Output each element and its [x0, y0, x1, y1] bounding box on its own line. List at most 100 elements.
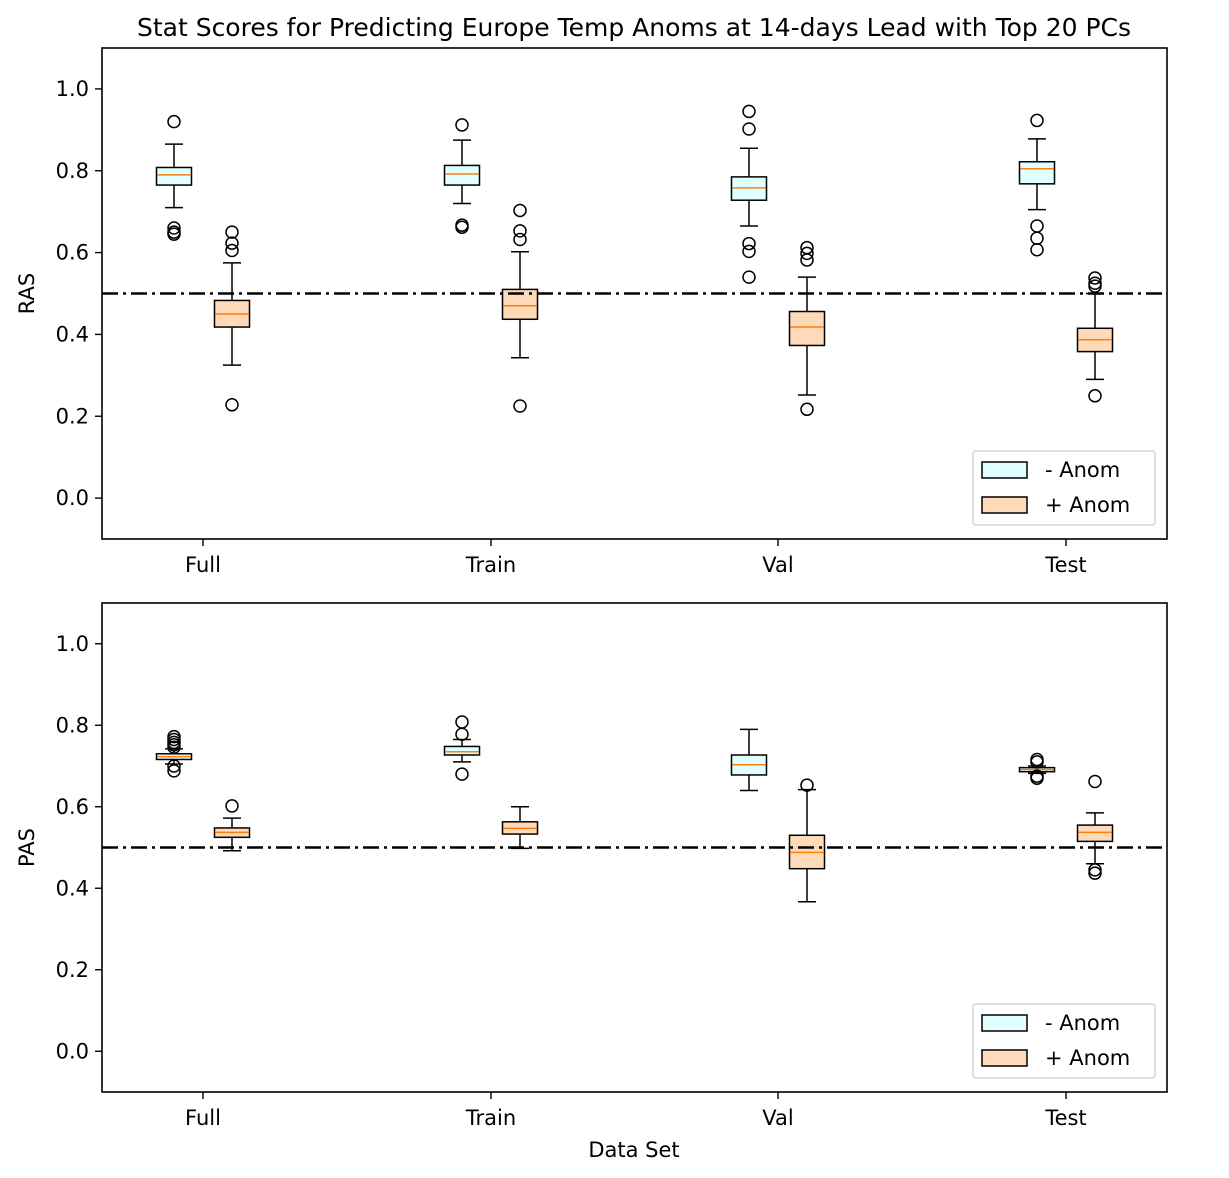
- y-tick-label: 0.0: [56, 486, 89, 510]
- outlier-point: [1088, 271, 1102, 285]
- legend-label: - Anom: [1045, 1011, 1120, 1035]
- y-tick-label: 0.8: [56, 713, 89, 737]
- x-tick-label: Train: [465, 1106, 516, 1130]
- box-full: [155, 114, 193, 241]
- x-tick-label: Val: [762, 553, 793, 577]
- legend-label: - Anom: [1045, 458, 1120, 482]
- legend-swatch-neg-anom: [981, 461, 1028, 479]
- box-test: [1018, 113, 1056, 257]
- x-axis-label: Data Set: [588, 1138, 679, 1162]
- box-val: [730, 104, 768, 284]
- box-full: [213, 799, 251, 852]
- box-full: [155, 729, 193, 778]
- outlier-point: [1088, 389, 1102, 403]
- outlier-point: [1030, 113, 1044, 128]
- outlier-point: [167, 764, 181, 778]
- x-tick-label: Val: [762, 1106, 793, 1130]
- series-neg-anom: [155, 104, 1056, 284]
- outlier-point: [1088, 774, 1102, 789]
- box-train: [443, 118, 481, 234]
- outlier-point: [800, 778, 814, 792]
- outlier-point: [167, 114, 181, 129]
- y-tick-label: 1.0: [56, 77, 89, 101]
- iqr-box: [443, 745, 481, 756]
- box-val: [730, 728, 768, 792]
- outlier-point: [800, 253, 814, 267]
- outlier-point: [455, 715, 469, 729]
- outlier-point: [800, 402, 814, 417]
- series-pos-anom: [213, 774, 1114, 903]
- box-val: [788, 240, 826, 417]
- outlier-point: [225, 799, 239, 813]
- outlier-point: [742, 104, 756, 119]
- outlier-point: [167, 740, 181, 755]
- chart-title: Stat Scores for Predicting Europe Temp A…: [137, 13, 1131, 42]
- outlier-point: [513, 224, 527, 238]
- outlier-point: [225, 236, 239, 250]
- series-neg-anom: [155, 715, 1056, 792]
- x-tick-label: Full: [185, 1106, 221, 1130]
- outlier-point: [1030, 242, 1044, 257]
- series-pos-anom: [213, 203, 1114, 417]
- y-tick-label: 0.8: [56, 159, 89, 183]
- box-train: [501, 203, 539, 413]
- outlier-point: [167, 227, 181, 241]
- legend-label: + Anom: [1045, 1046, 1130, 1070]
- x-tick-label: Full: [185, 553, 221, 577]
- y-tick-label: 0.4: [56, 876, 89, 900]
- outlier-point: [800, 246, 814, 261]
- y-axis-label: PAS: [15, 828, 39, 867]
- legend: - Anom + Anom: [972, 1003, 1156, 1079]
- y-tick-label: 0.4: [56, 322, 89, 346]
- box-val: [788, 778, 826, 903]
- legend-label: + Anom: [1045, 493, 1130, 517]
- legend-swatch-neg-anom: [981, 1014, 1028, 1032]
- y-tick-label: 0.6: [56, 241, 89, 265]
- box-test: [1018, 752, 1056, 785]
- subplot-ras: 0.0 0.2 0.4 0.6 0.8 1.0 RAS Full Train Val Test - A…: [15, 47, 1168, 577]
- box-test: [1076, 774, 1114, 880]
- outlier-point: [1030, 755, 1044, 769]
- y-axis-label: RAS: [15, 273, 39, 314]
- outlier-point: [455, 727, 469, 741]
- y-tick-label: 0.6: [56, 795, 89, 819]
- outlier-point: [167, 759, 181, 773]
- outlier-point: [1030, 219, 1044, 233]
- outlier-point: [455, 118, 469, 132]
- legend: - Anom + Anom: [972, 450, 1156, 526]
- outlier-point: [225, 398, 239, 412]
- x-tick-label: Test: [1044, 553, 1086, 577]
- outlier-point: [1030, 231, 1044, 246]
- outlier-point: [742, 122, 756, 136]
- iqr-box: [443, 164, 481, 186]
- outlier-point: [1088, 279, 1102, 293]
- x-tick-label: Test: [1044, 1106, 1086, 1130]
- iqr-box: [1076, 824, 1114, 843]
- box-train: [443, 715, 481, 781]
- outlier-point: [1088, 863, 1102, 877]
- y-tick-label: 0.2: [56, 958, 89, 982]
- outlier-point: [225, 243, 239, 258]
- outlier-point: [742, 270, 756, 284]
- outlier-point: [513, 232, 527, 247]
- subplots: 0.0 0.2 0.4 0.6 0.8 1.0 RAS Full Train Val Test - A…: [15, 47, 1168, 1130]
- outlier-point: [1030, 771, 1044, 785]
- outlier-point: [455, 220, 469, 234]
- outlier-point: [455, 767, 469, 781]
- outlier-point: [225, 225, 239, 239]
- subplot-pas: 0.0 0.2 0.4 0.6 0.8 1.0 PAS Full Train Val Test - A…: [15, 602, 1168, 1130]
- box-test: [1076, 271, 1114, 403]
- outlier-point: [513, 399, 527, 413]
- iqr-box: [788, 310, 826, 347]
- outlier-point: [742, 244, 756, 259]
- outlier-point: [742, 236, 756, 251]
- y-tick-label: 0.0: [56, 1039, 89, 1063]
- y-tick-label: 0.2: [56, 404, 89, 428]
- iqr-box: [1018, 160, 1056, 185]
- outlier-point: [513, 203, 527, 218]
- box-full: [213, 225, 251, 412]
- y-tick-label: 1.0: [56, 632, 89, 656]
- box-train: [501, 806, 539, 850]
- x-tick-label: Train: [465, 553, 516, 577]
